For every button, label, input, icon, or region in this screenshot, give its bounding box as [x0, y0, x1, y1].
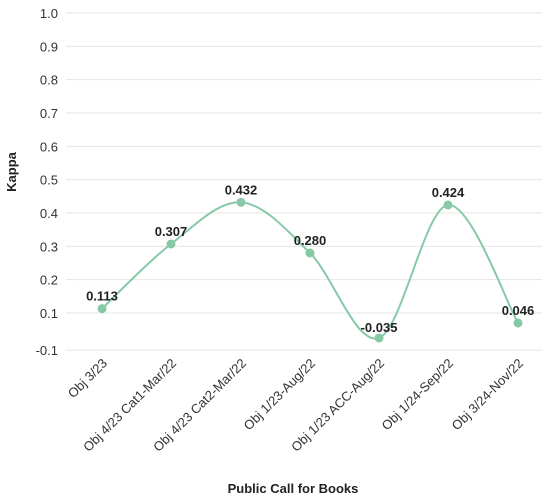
- data-point: [305, 248, 315, 258]
- y-tick-label: 0.4: [40, 206, 58, 221]
- y-tick-label: 0.9: [40, 39, 58, 54]
- y-tick-label: 0.3: [40, 239, 58, 254]
- data-point: [443, 200, 453, 210]
- data-label: -0.035: [361, 320, 398, 335]
- data-point: [513, 318, 523, 328]
- grid: [66, 12, 542, 351]
- y-tick-label: 0.6: [40, 139, 58, 154]
- x-tick-label: Obj 3/24-Nov/22: [449, 356, 527, 434]
- data-label: 0.307: [155, 224, 188, 239]
- y-tick-label: 0.7: [40, 106, 58, 121]
- series-line: [101, 201, 519, 340]
- data-labels: 0.113 0.307 0.432 0.280 -0.035 0.424 0.046: [86, 182, 534, 335]
- y-tick-label: 0.1: [40, 306, 58, 321]
- y-tick-label: 0.8: [40, 73, 58, 88]
- x-tick-label: Obj 3/23: [65, 356, 110, 401]
- data-points: [97, 197, 523, 343]
- y-axis-ticks: -0.1 0.1 0.2 0.3 0.4 0.5 0.6 0.7 0.8 0.9 1.0: [36, 6, 58, 358]
- data-label: 0.432: [225, 182, 258, 197]
- y-tick-label: -0.1: [36, 343, 58, 358]
- data-label: 0.046: [502, 303, 535, 318]
- x-axis-title: Public Call for Books: [228, 481, 359, 496]
- data-label: 0.424: [432, 185, 465, 200]
- data-point: [97, 304, 107, 314]
- x-tick-label: Obj 1/23-Aug/22: [241, 356, 319, 434]
- y-tick-label: 0.5: [40, 173, 58, 188]
- data-label: 0.280: [294, 233, 327, 248]
- data-label: 0.113: [86, 289, 118, 304]
- y-axis-title: Kappa: [4, 151, 19, 192]
- y-tick-label: 0.2: [40, 273, 58, 288]
- data-point: [236, 197, 246, 207]
- data-point: [374, 333, 384, 343]
- y-tick-label: 1.0: [40, 6, 58, 21]
- data-point: [166, 239, 176, 249]
- x-tick-label: Obj 1/24-Sep/22: [379, 356, 457, 434]
